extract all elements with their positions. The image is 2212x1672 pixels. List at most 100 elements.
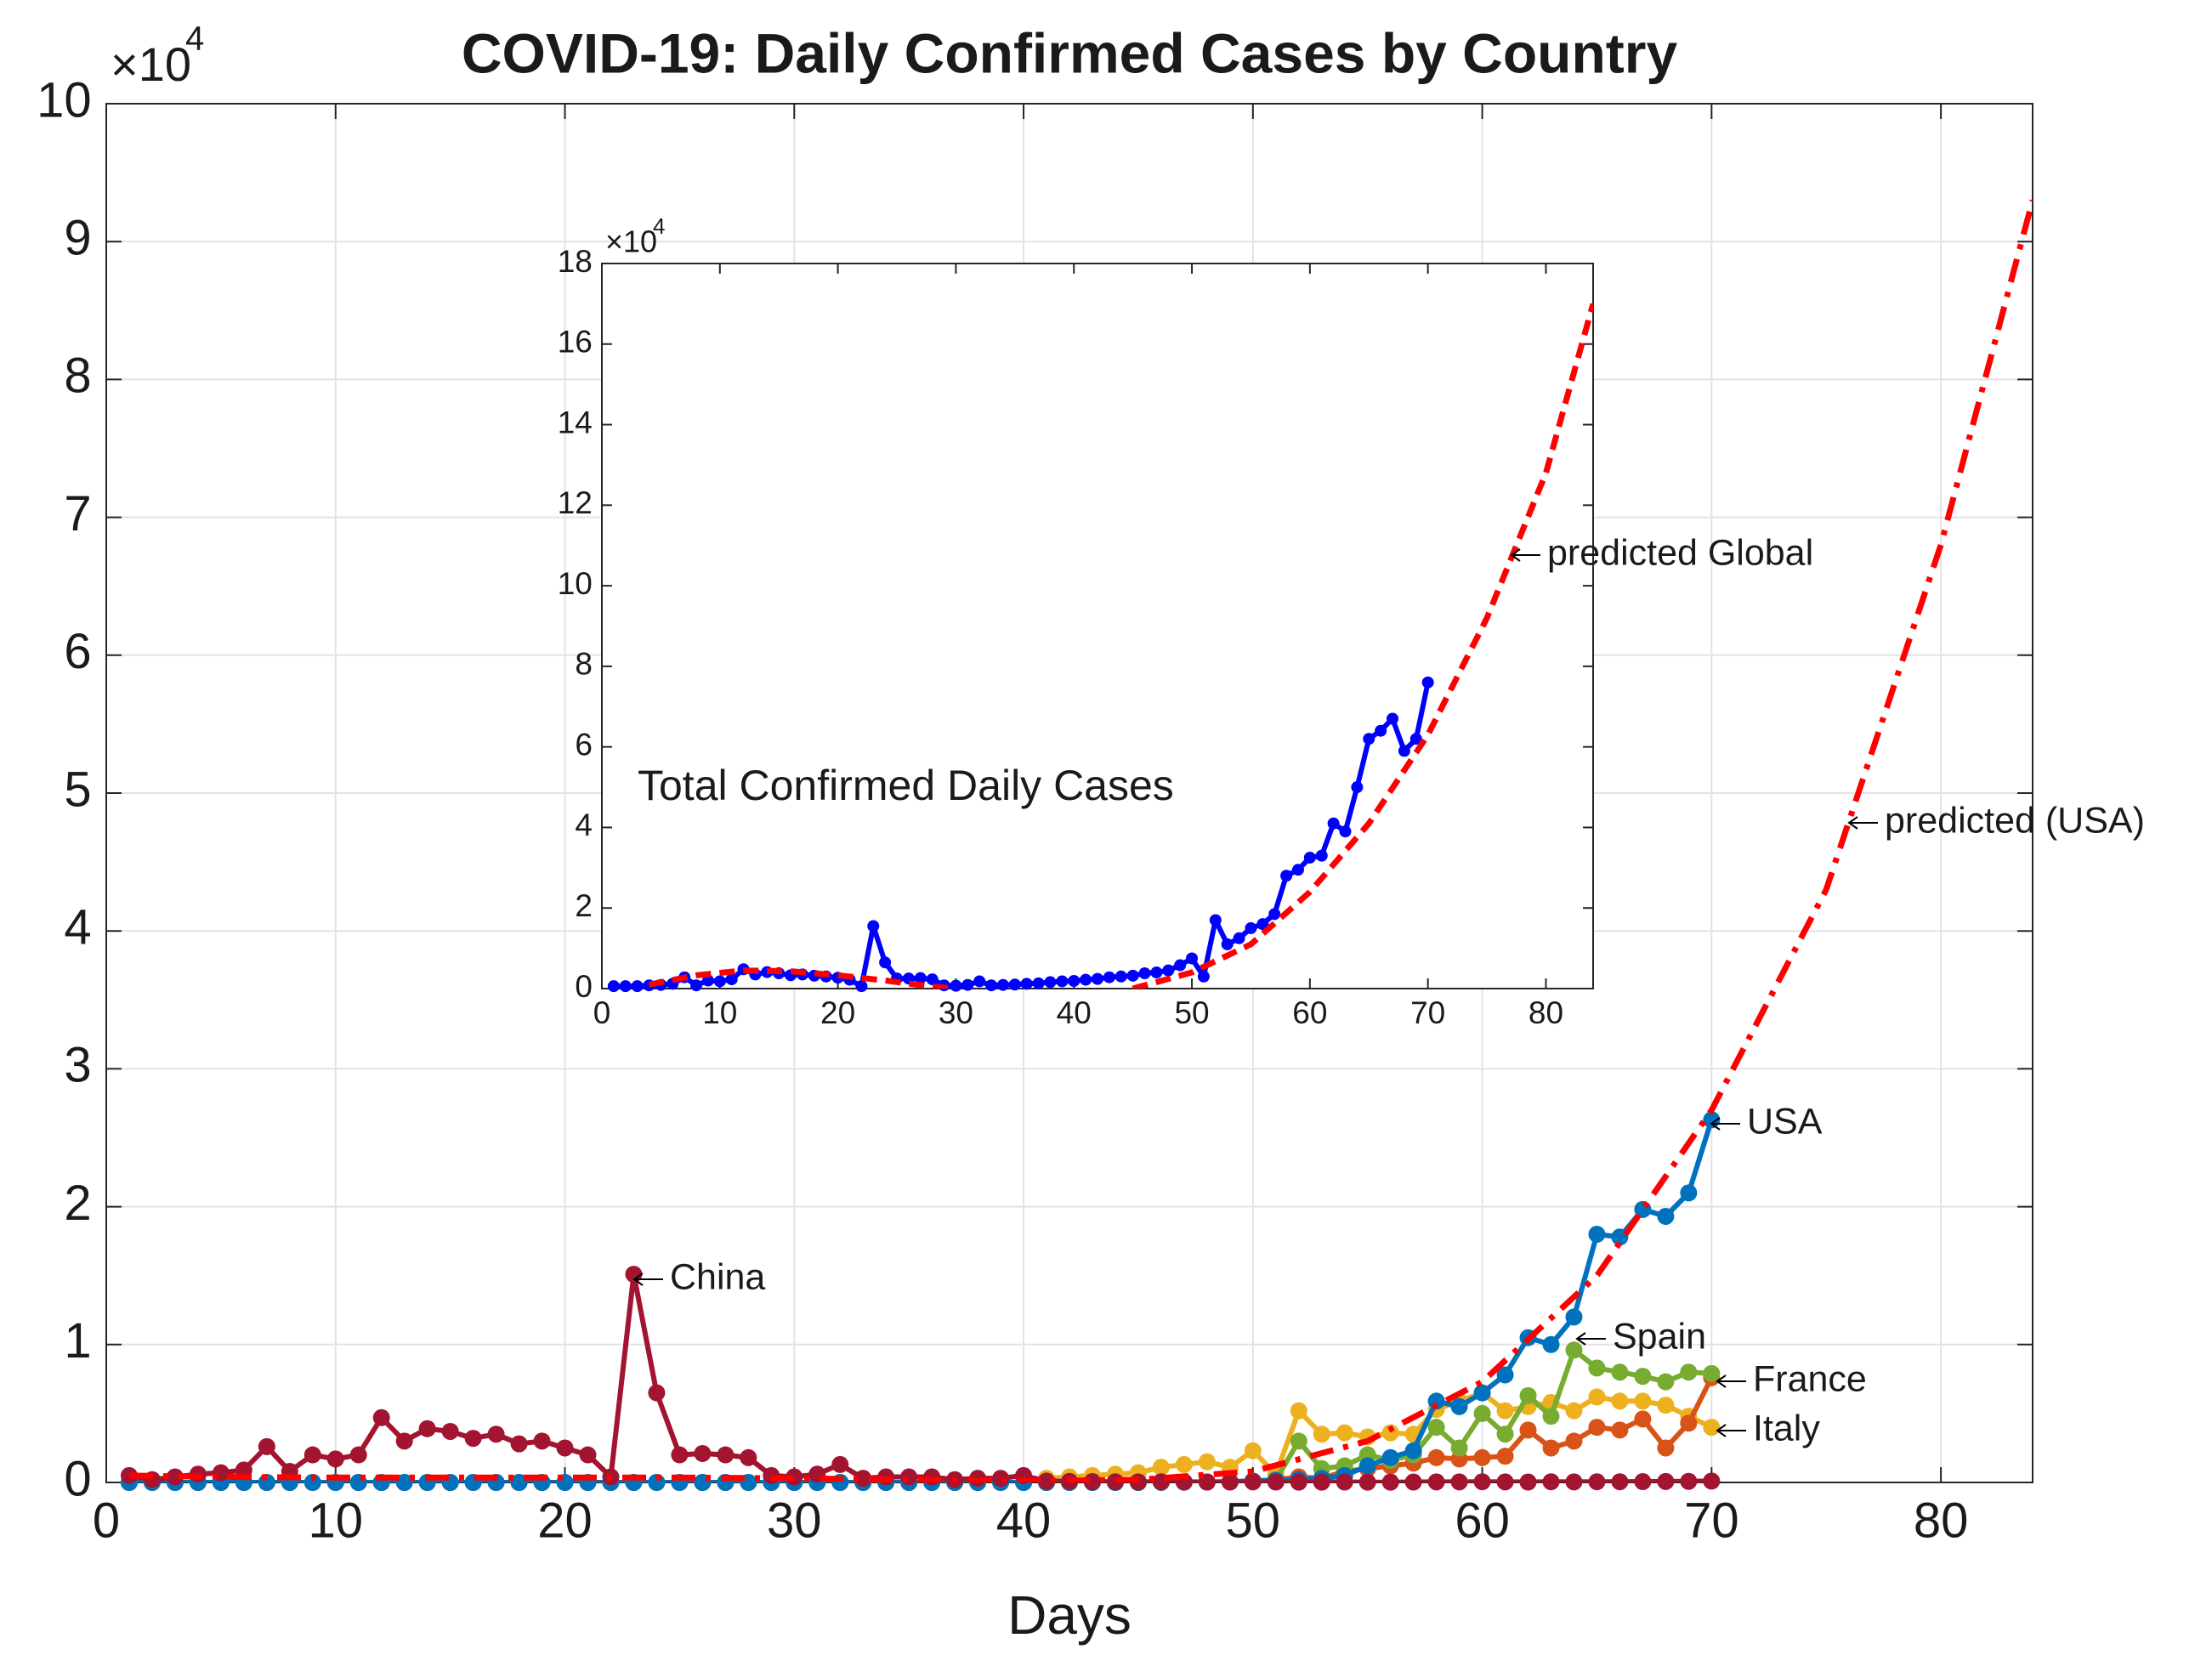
- data-point: [950, 979, 962, 992]
- data-point: [1634, 1473, 1652, 1491]
- data-point: [1198, 1453, 1216, 1471]
- data-point: [1542, 1439, 1560, 1457]
- series-label: Total Confirmed Daily Cases: [638, 762, 1174, 809]
- data-point: [1680, 1184, 1698, 1202]
- data-point: [1404, 1473, 1422, 1491]
- series-line: [1132, 303, 1593, 989]
- data-point: [1409, 733, 1422, 745]
- y-tick-label: 16: [558, 325, 593, 360]
- data-point: [1290, 1473, 1307, 1491]
- x-tick-label: 50: [1226, 1493, 1281, 1549]
- data-point: [1244, 1473, 1262, 1491]
- data-point: [349, 1446, 367, 1464]
- data-point: [303, 1446, 321, 1464]
- data-point: [441, 1422, 459, 1440]
- data-point: [1680, 1414, 1698, 1432]
- data-point: [487, 1425, 505, 1443]
- x-tick-label: 40: [996, 1493, 1052, 1549]
- data-point: [1175, 1455, 1193, 1473]
- data-point: [166, 1468, 184, 1486]
- series-line: [128, 199, 2033, 1482]
- data-point: [1115, 970, 1127, 983]
- data-point: [1138, 966, 1151, 979]
- data-point: [1611, 1392, 1629, 1410]
- data-point: [973, 975, 986, 988]
- data-point: [1519, 1386, 1537, 1404]
- data-point: [1634, 1392, 1652, 1410]
- data-point: [510, 1474, 528, 1491]
- data-point: [1387, 712, 1399, 725]
- y-tick-label: 4: [64, 900, 91, 955]
- data-point: [1703, 1364, 1721, 1382]
- data-point: [1221, 1473, 1239, 1491]
- data-point: [1565, 1308, 1583, 1326]
- y-multiplier-base: ×10: [605, 224, 657, 259]
- data-point: [1351, 781, 1364, 794]
- y-tick-label: 10: [558, 566, 593, 601]
- data-point: [1197, 970, 1210, 983]
- data-point: [1588, 1359, 1606, 1377]
- data-point: [1290, 1432, 1307, 1450]
- x-tick-label: 30: [939, 995, 973, 1030]
- data-point: [464, 1430, 482, 1448]
- data-point: [1588, 1226, 1606, 1244]
- data-point: [1565, 1341, 1583, 1359]
- y-tick-label: 0: [64, 1451, 91, 1506]
- data-point: [985, 979, 998, 992]
- x-tick-label: 20: [820, 995, 855, 1030]
- y-multiplier-base: ×10: [111, 37, 191, 91]
- data-point: [648, 1384, 666, 1402]
- data-point: [1038, 1472, 1056, 1490]
- data-point: [607, 980, 620, 993]
- data-point: [1398, 745, 1410, 757]
- axes-box: [601, 263, 1594, 989]
- data-point: [1032, 977, 1045, 989]
- y-tick-label: 5: [64, 762, 91, 817]
- data-point: [1473, 1384, 1491, 1402]
- series-label: Italy: [1753, 1408, 1820, 1448]
- data-point: [1427, 1473, 1445, 1491]
- data-point: [1611, 1421, 1629, 1439]
- y-tick-label: 12: [558, 485, 593, 520]
- data-point: [631, 980, 644, 993]
- data-point: [1020, 978, 1033, 990]
- data-point: [1496, 1425, 1514, 1443]
- series-line: [129, 1119, 1715, 1482]
- data-point: [1186, 952, 1199, 965]
- data-point: [671, 1446, 689, 1464]
- data-point: [1473, 1448, 1491, 1466]
- data-point: [625, 1266, 643, 1284]
- data-point: [1358, 1457, 1376, 1475]
- data-point: [854, 1470, 872, 1488]
- y-tick-label: 2: [575, 888, 593, 923]
- data-point: [1363, 733, 1375, 745]
- data-point: [996, 978, 1009, 991]
- data-point: [258, 1437, 275, 1455]
- data-point: [1634, 1368, 1652, 1386]
- data-point: [1092, 972, 1103, 985]
- x-tick-label: 10: [702, 995, 737, 1030]
- data-point: [395, 1474, 413, 1491]
- annotation-arrowhead: [1710, 1117, 1721, 1131]
- data-point: [1496, 1402, 1514, 1420]
- data-point: [1657, 1439, 1675, 1457]
- x-tick-label: 30: [767, 1493, 822, 1549]
- annotation-arrowhead: [632, 1272, 644, 1286]
- data-point: [1634, 1410, 1652, 1428]
- series-line: [129, 1376, 1714, 1482]
- data-point: [1336, 1424, 1353, 1442]
- data-point: [1542, 1408, 1560, 1425]
- data-point: [879, 956, 892, 969]
- data-point: [1450, 1473, 1468, 1491]
- data-point: [1680, 1363, 1698, 1381]
- data-point: [1473, 1473, 1491, 1491]
- data-point: [395, 1432, 413, 1450]
- data-point: [1291, 864, 1304, 876]
- data-point: [1209, 914, 1222, 927]
- data-point: [914, 972, 927, 984]
- annotation-arrowhead: [1575, 1332, 1586, 1346]
- data-point: [1703, 1472, 1721, 1490]
- data-point: [326, 1450, 344, 1468]
- data-point: [1327, 817, 1340, 830]
